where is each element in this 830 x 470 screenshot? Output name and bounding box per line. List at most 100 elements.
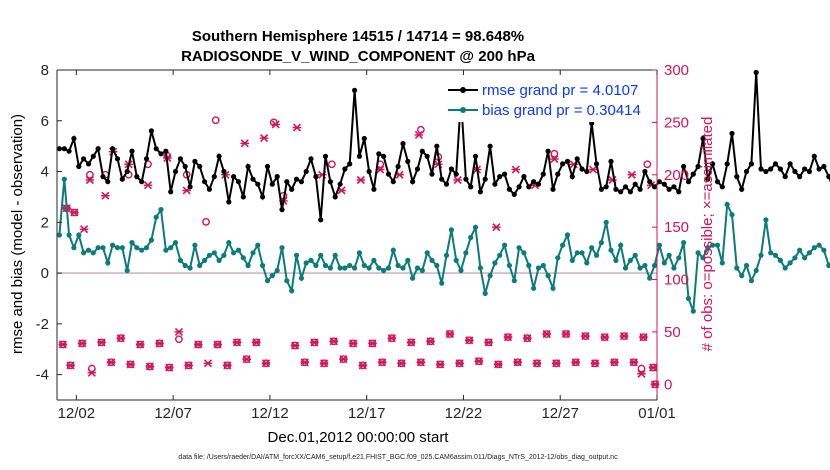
obs-possible-point [202,218,210,226]
rmse-point [347,161,353,167]
rmse-point [240,194,246,200]
bias-point [734,265,740,271]
obs-assimilated-point [106,358,116,367]
obs-assimilated-point [223,361,232,370]
rmse-point [187,184,193,190]
bias-point [647,275,653,281]
rmse-point [414,166,421,172]
bias-point [255,242,261,248]
bias-point [332,252,338,258]
bias-point [410,275,416,281]
bias-point [656,242,663,248]
bias-point [177,257,183,263]
rmse-point [400,141,406,147]
bias-point [192,242,198,248]
bias-point [681,240,687,246]
rmse-point [202,179,208,185]
rmse-point [274,174,280,180]
obs-assimilated-point [143,181,153,190]
obs-assimilated-point [348,339,358,348]
bias-point [361,262,367,269]
bias-point [158,207,164,213]
rmse-point [637,186,643,192]
obs-assimilated-point [116,334,126,343]
rmse-point [255,181,261,187]
rmse-point [376,151,382,157]
obs-assimilated-point [97,338,106,347]
rmse-point [618,189,624,195]
bias-point [269,273,275,279]
bias-point [143,245,150,251]
bias-point [748,278,755,284]
obs-assimilated-point [85,175,95,185]
rmse-point [298,179,304,185]
obs-assimilated-point [358,361,368,370]
rmse-point [119,176,125,182]
bias-point [506,262,512,269]
rmse-point [792,168,798,175]
obs-assimilated-point [356,175,366,185]
rmse-point [806,168,813,175]
rmse-point [642,168,648,175]
rmse-point [352,87,358,93]
rmse-point [753,69,759,76]
obs-assimilated-point [339,355,348,364]
bias-point [652,262,658,269]
obs-assimilated-point [637,369,646,378]
obs-assimilated-point [503,333,513,342]
y-tick-label-left: 8 [41,62,49,79]
bias-point [139,247,145,253]
x-axis-label: Dec.01,2012 00:00:00 start [268,429,450,446]
obs-assimilated-point [261,359,271,368]
bias-point [216,257,222,263]
y-tick-label-left: 2 [41,214,49,231]
rmse-point [826,174,830,180]
obs-assimilated-point [300,358,310,367]
rmse-point [100,174,106,180]
rmse-point [410,179,416,185]
y-axis-label-left: rmse and bias (model - observation) [9,114,26,354]
rmse-point [579,166,585,172]
bias-point [395,262,401,269]
bias-point [477,265,483,271]
rmse-point [313,174,319,180]
rmse-point [66,148,72,154]
bias-point [453,257,459,263]
rmse-point [371,186,377,192]
obs-possible-point [175,335,183,344]
obs-assimilated-point [101,191,110,200]
obs-assimilated-point [532,359,542,368]
bias-point [245,262,251,269]
obs-assimilated-point [590,359,600,368]
obs-assimilated-point [232,338,242,347]
bias-point [768,250,774,256]
bias-point [608,247,614,253]
bias-point [279,245,285,251]
rmse-point [322,153,329,159]
obs-assimilated-point [66,361,75,370]
rmse-point [550,186,556,192]
obs-assimilated-point [571,358,581,367]
rmse-point [661,181,667,187]
rmse-point [632,181,638,187]
rmse-point [56,146,63,152]
obs-assimilated-point [629,358,639,367]
rmse-point [555,171,561,177]
chart-subtitle: RADIOSONDE_V_WIND_COMPONENT @ 200 hPa [181,48,536,65]
bias-point [221,252,227,258]
bias-point [327,265,333,271]
obs-assimilated-point [426,337,435,346]
rmse-point [197,163,203,170]
bias-point [366,265,372,271]
obs-assimilated-point [523,334,532,343]
bias-point [714,242,721,248]
y-tick-label-right: 0 [664,376,672,393]
bias-point [618,242,624,248]
rmse-point [821,163,827,170]
bias-point [429,257,435,263]
rmse-point [777,166,784,172]
bias-point [390,247,396,253]
bias-point [642,262,648,269]
bias-point [598,240,605,246]
bias-point [119,245,125,251]
